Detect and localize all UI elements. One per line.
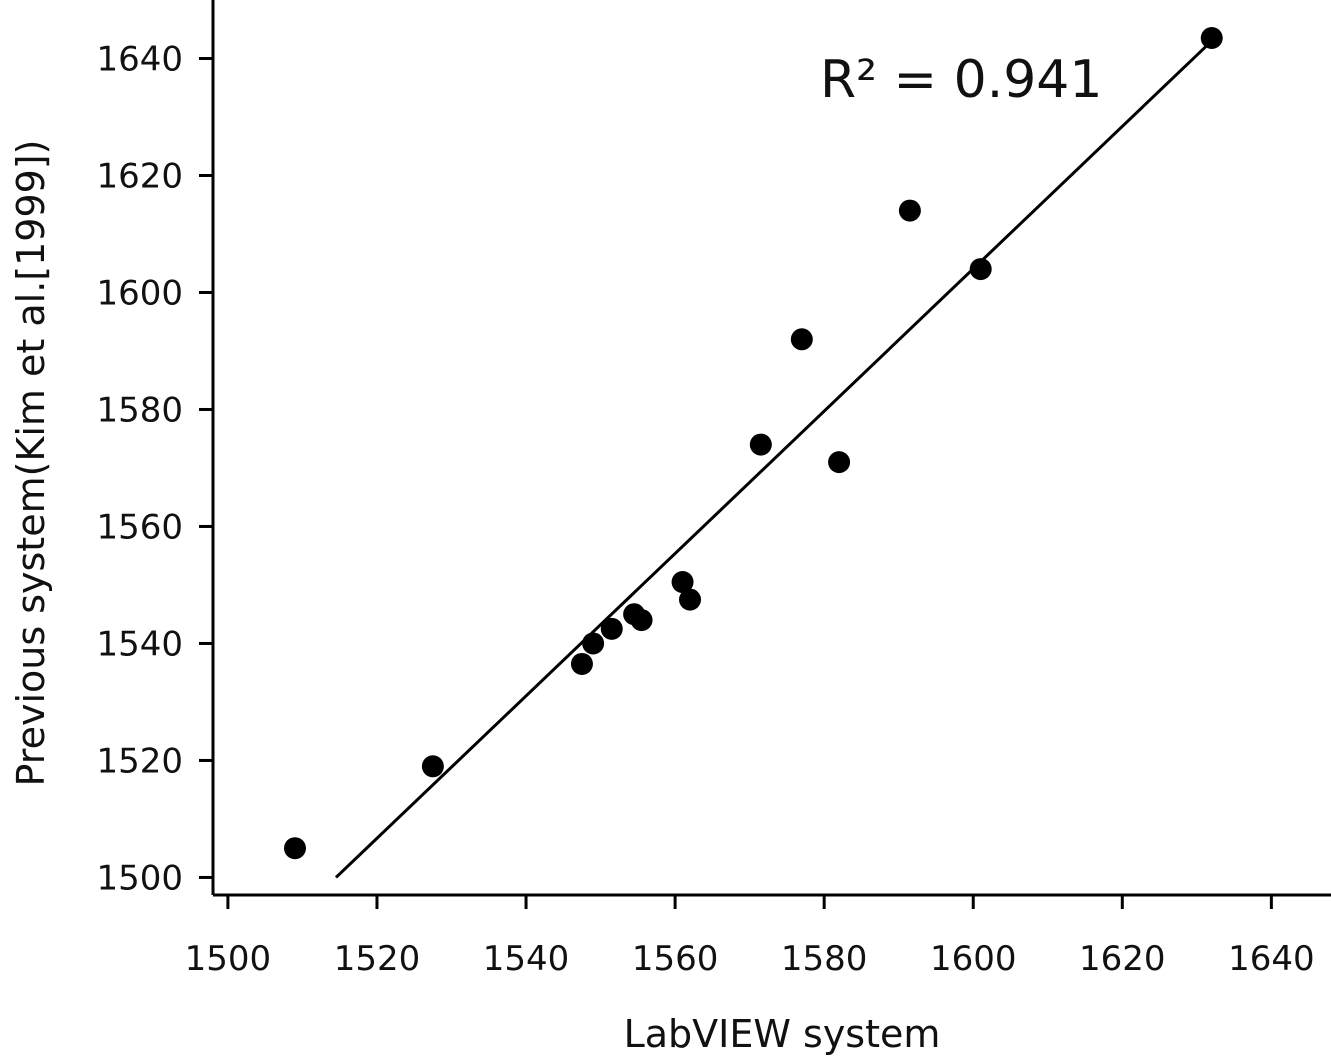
y-tick-label: 1560 — [96, 507, 183, 547]
x-tick-label: 1620 — [1079, 939, 1166, 979]
y-axis-title: Previous system(Kim et al.[1999]) — [9, 140, 53, 787]
data-point — [898, 199, 921, 222]
x-tick-label: 1500 — [185, 939, 272, 979]
data-point — [969, 258, 992, 281]
data-point — [630, 609, 653, 632]
data-point — [421, 755, 444, 778]
x-tick-label: 1540 — [483, 939, 570, 979]
data-points — [283, 27, 1223, 860]
data-point — [749, 433, 772, 456]
data-point — [582, 632, 605, 655]
data-point — [828, 451, 851, 474]
y-tick-label: 1520 — [96, 741, 183, 781]
x-tick-label: 1640 — [1228, 939, 1315, 979]
data-point — [1200, 27, 1223, 50]
data-point — [600, 617, 623, 640]
y-tick-label: 1600 — [96, 273, 183, 313]
x-tick-label: 1600 — [930, 939, 1017, 979]
y-tick-label: 1500 — [96, 858, 183, 898]
y-tick-label: 1620 — [96, 156, 183, 196]
r-squared-annotation: R² = 0.941 — [820, 50, 1102, 110]
x-tick-label: 1580 — [781, 939, 868, 979]
x-tick-label: 1520 — [334, 939, 421, 979]
data-point — [671, 571, 694, 594]
y-tick-label: 1540 — [96, 624, 183, 664]
x-tick-label: 1560 — [632, 939, 719, 979]
x-ticks: 1500 1520 1540 1560 1580 1600 1620 1640 — [185, 895, 1315, 979]
y-ticks: 1500 1520 1540 1560 1580 1600 1620 1640 — [96, 39, 213, 898]
data-point — [790, 328, 813, 351]
data-point — [570, 652, 593, 675]
y-tick-label: 1640 — [96, 39, 183, 79]
regression-line — [334, 39, 1213, 879]
data-point — [283, 837, 306, 860]
data-point — [679, 588, 702, 611]
y-tick-label: 1580 — [96, 390, 183, 430]
x-axis-title: LabVIEW system — [624, 1012, 941, 1056]
axes — [211, 0, 1331, 897]
